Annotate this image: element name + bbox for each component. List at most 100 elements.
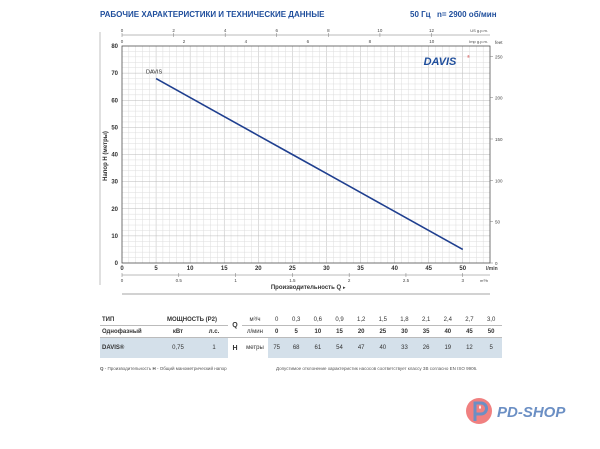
q-lmin: 25 — [371, 325, 394, 338]
feet-label: feet — [495, 40, 503, 45]
q-m3h: 0 — [268, 314, 286, 326]
model-name: DAVIS® — [100, 337, 156, 358]
type-header: ТИП — [100, 314, 156, 326]
y-tick-label: 80 — [111, 44, 118, 50]
kw-header: кВт — [156, 325, 200, 338]
q-m3h: 0,6 — [307, 314, 329, 326]
x-tick-label: 50 — [459, 266, 466, 272]
phase-label: Однофазный — [100, 325, 156, 338]
m3h-tick-label: 1.5 — [289, 278, 296, 283]
us-gpm-tick-label: 12 — [429, 28, 435, 33]
us-gpm-tick-label: 2 — [172, 28, 175, 33]
y-tick-label: 40 — [111, 153, 118, 159]
q-lmin: 35 — [415, 325, 437, 338]
imp-gpm-label: Imp g.p.m. — [469, 39, 488, 44]
us-gpm-tick-label: 8 — [327, 28, 330, 33]
x-tick-label: 20 — [255, 266, 262, 272]
x-tick-label: 25 — [289, 266, 296, 272]
x-tick-label: 40 — [391, 266, 398, 272]
q-m3h: 3,0 — [480, 314, 502, 326]
q-m3h: 1,2 — [350, 314, 372, 326]
us-gpm-tick-label: 10 — [377, 28, 383, 33]
grid — [121, 45, 491, 264]
h-value: 47 — [350, 337, 372, 358]
q-lmin: 15 — [328, 325, 351, 338]
feet-tick-label: 50 — [495, 220, 501, 225]
q-m3h: 2,7 — [458, 314, 481, 326]
q-m3h: 1,5 — [371, 314, 394, 326]
us-gpm-tick-label: 0 — [121, 28, 124, 33]
page-title: РАБОЧИЕ ХАРАКТЕРИСТИКИ И ТЕХНИЧЕСКИЕ ДАН… — [100, 10, 325, 19]
h-value: 75 — [268, 337, 286, 358]
pd-shop-logo-icon: PD-SHOP — [466, 398, 566, 424]
us-gpm-tick-label: 6 — [276, 28, 279, 33]
x-tick-label: 10 — [187, 266, 194, 272]
q-lmin: 5 — [285, 325, 308, 338]
imp-gpm-tick-label: 8 — [369, 39, 372, 44]
curve-label: DAVIS — [146, 70, 162, 76]
y-tick-label: 60 — [111, 98, 118, 104]
feet-tick-label: 0 — [495, 261, 498, 266]
h-value: 33 — [393, 337, 416, 358]
q-lmin: 20 — [350, 325, 372, 338]
q-m3h: 1,8 — [393, 314, 416, 326]
h-value: 12 — [458, 337, 481, 358]
imp-gpm-tick-label: 0 — [121, 39, 124, 44]
registered-mark: ® — [467, 54, 470, 59]
speed-label: n= 2900 об/мин — [437, 10, 497, 19]
m3h-tick-label: 1 — [234, 278, 237, 283]
q-lmin: 0 — [268, 325, 286, 338]
m3h-tick-label: 0.5 — [176, 278, 183, 283]
y-tick-label: 50 — [111, 125, 118, 131]
x-tick-label: 15 — [221, 266, 228, 272]
note-q-text: - Производительность — [103, 366, 153, 371]
m3h-label: m³/h — [480, 278, 488, 283]
h-label: H — [228, 337, 242, 358]
power-kw: 0,75 — [156, 337, 200, 358]
feet-tick-label: 250 — [495, 54, 503, 59]
q-m3h: 0,3 — [285, 314, 308, 326]
h-value: 26 — [415, 337, 437, 358]
imp-gpm-tick-label: 2 — [183, 39, 186, 44]
q-lmin: 40 — [436, 325, 459, 338]
pd-shop-logo[interactable]: PD-SHOP — [465, 396, 585, 426]
power-hp: 1 — [200, 337, 228, 358]
q-label: Q — [228, 314, 242, 338]
m3h-tick-label: 2 — [348, 278, 351, 283]
x-tick-label: 5 — [154, 266, 158, 272]
h-unit: метры — [242, 337, 268, 358]
h-value: 68 — [285, 337, 308, 358]
q-lmin: 45 — [458, 325, 481, 338]
davis-logo: DAVIS — [424, 56, 457, 68]
note-q: Q — [100, 366, 104, 371]
y-tick-label: 30 — [111, 180, 118, 186]
m3h-tick-label: 3 — [461, 278, 464, 283]
x-tick-label: 35 — [357, 266, 364, 272]
imp-gpm-tick-label: 10 — [429, 39, 435, 44]
tolerance-note: Допустимое отклонение характеристик насо… — [276, 366, 478, 371]
us-gpm-tick-label: 4 — [224, 28, 227, 33]
y-axis-label: Напор H (метры) — [103, 131, 109, 181]
plot-frame — [121, 45, 491, 264]
x-tick-label: 0 — [120, 266, 124, 272]
y-tick-label: 70 — [111, 71, 118, 77]
h-value: 54 — [328, 337, 351, 358]
h-value: 40 — [371, 337, 394, 358]
x-tick-label: 30 — [323, 266, 330, 272]
h-value: 5 — [480, 337, 502, 358]
x-unit-label: l/min — [486, 266, 498, 272]
q-lmin: 30 — [393, 325, 416, 338]
h-value: 61 — [307, 337, 329, 358]
x-tick-label: 45 — [425, 266, 432, 272]
note-h: H — [152, 366, 156, 371]
feet-tick-label: 200 — [495, 96, 503, 101]
power-header: МОЩНОСТЬ (P2) — [156, 314, 228, 326]
feet-tick-label: 100 — [495, 178, 503, 183]
q-m3h: 0,9 — [328, 314, 351, 326]
legend-note: Q - Производительность H - Общий маномет… — [100, 366, 227, 371]
hp-header: л.с. — [200, 325, 228, 338]
imp-gpm-tick-label: 4 — [245, 39, 248, 44]
x-axis-label: Производительность Q — [271, 285, 342, 291]
